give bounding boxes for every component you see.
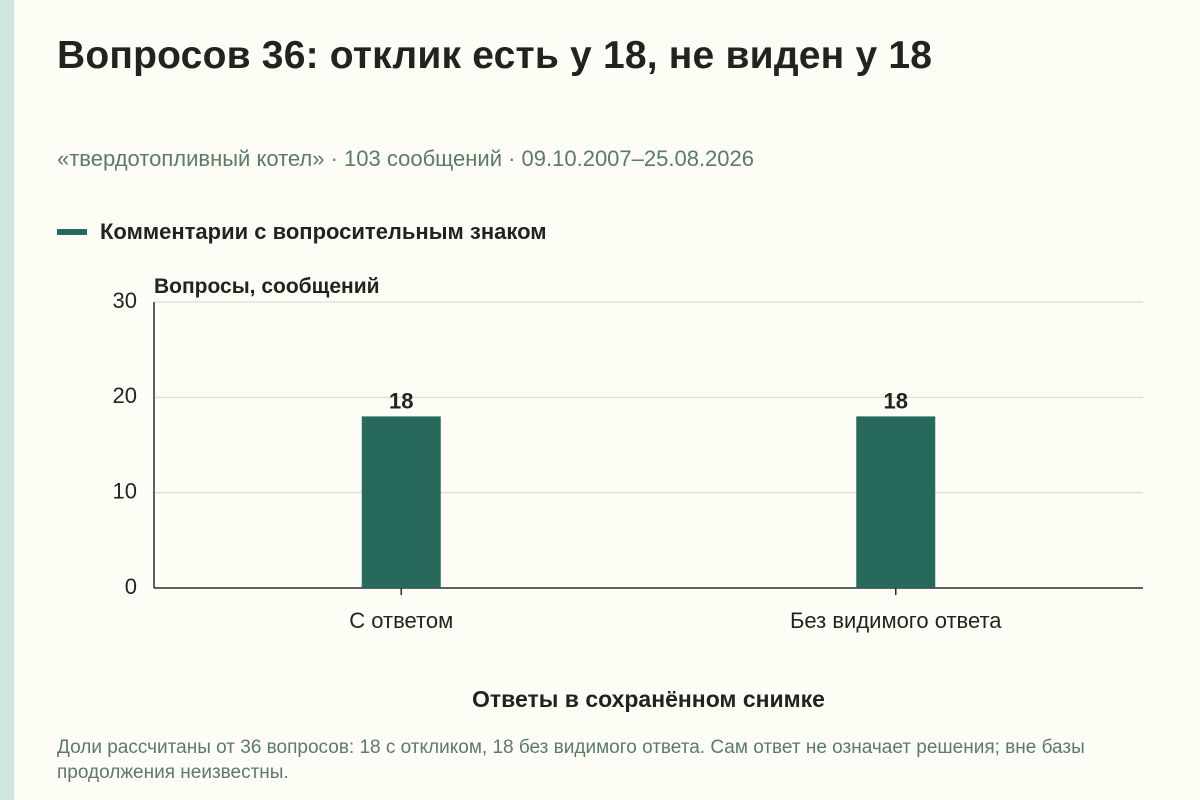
y-tick-label: 20 (113, 383, 137, 408)
footnote: Доли рассчитаны от 36 вопросов: 18 с отк… (57, 737, 1085, 783)
bar (856, 416, 936, 588)
bar-value-label: 18 (884, 388, 908, 413)
chart-title: Вопросов 36: отклик есть у 18, не виден … (57, 34, 933, 77)
x-tick-label: Без видимого ответа (790, 608, 1002, 633)
y-tick-label: 30 (113, 288, 137, 313)
legend-label: Комментарии с вопросительным знаком (100, 219, 547, 244)
y-axis-label: Вопросы, сообщений (154, 275, 380, 298)
bar-value-label: 18 (389, 388, 413, 413)
bar (361, 416, 441, 588)
left-accent-strip (0, 0, 14, 800)
legend: Комментарии с вопросительным знаком (57, 218, 547, 246)
chart-subtitle: «твердотопливный котел» · 103 сообщений … (57, 146, 754, 171)
y-tick-label: 10 (113, 478, 137, 503)
x-tick-label: С ответом (349, 608, 453, 633)
x-axis-label: Ответы в сохранённом снимке (472, 686, 825, 712)
y-tick-label: 0 (125, 574, 137, 599)
legend-swatch (57, 229, 87, 235)
